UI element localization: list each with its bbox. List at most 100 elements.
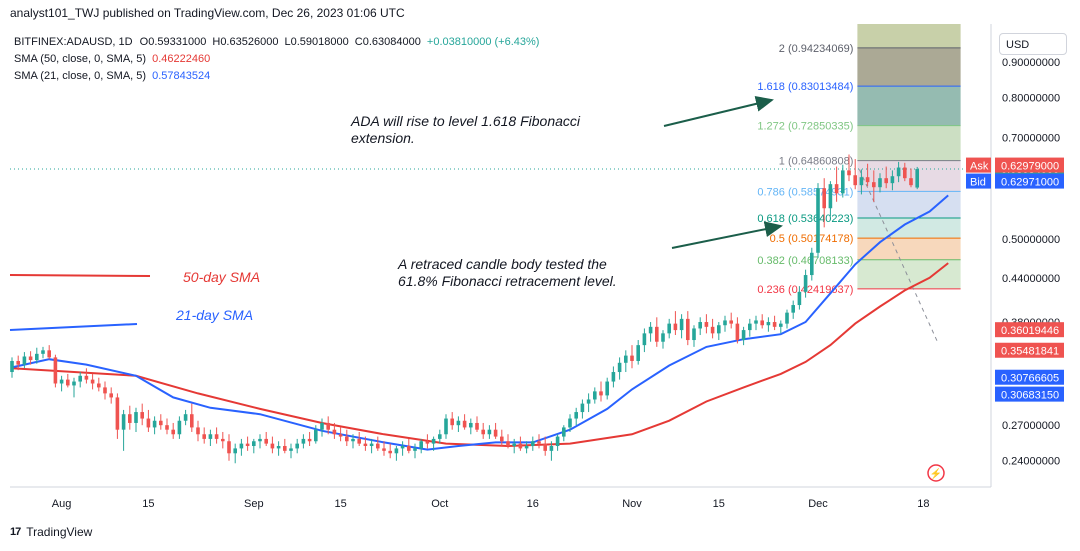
candle-body: [109, 393, 113, 398]
annotation-retrace-line1: A retraced candle body tested the: [397, 256, 607, 272]
fib-band-7: [857, 238, 961, 260]
price-tag-label-ask: Ask: [970, 161, 989, 173]
fib-band-8: [857, 259, 961, 289]
candle-body: [593, 391, 597, 400]
candle-body: [822, 188, 826, 209]
sma50-line: [11, 262, 949, 448]
publisher-header: analyst101_TWJ published on TradingView.…: [10, 6, 405, 20]
candle-body: [549, 446, 554, 451]
time-tick-5: 16: [527, 498, 539, 510]
candle-body: [655, 326, 659, 342]
candle-body: [276, 446, 281, 449]
candle-body: [320, 422, 324, 430]
sma50-legend[interactable]: SMA (50, close, 0, SMA, 5) 0.46222460: [14, 53, 210, 65]
fib-band-2: [857, 86, 961, 126]
candle-body: [369, 443, 374, 447]
candle-body: [469, 422, 473, 428]
candle-body: [624, 355, 628, 363]
price-tick-1: 0.80000000: [1002, 92, 1060, 104]
candle-body: [35, 353, 39, 361]
fib-level-label-2: 1.272 (0.72850335): [757, 121, 853, 133]
candle-body: [859, 177, 864, 186]
candle-body: [642, 333, 647, 346]
fib-level-label-5: 0.618 (0.53640223): [757, 213, 853, 225]
candle-body: [580, 403, 585, 413]
candle-body: [159, 420, 163, 426]
candle-body: [481, 429, 485, 435]
candle-body: [245, 443, 250, 447]
annotation-rise-line2: extension.: [351, 130, 415, 146]
symbol-name[interactable]: BITFINEX:ADAUSD, 1D: [14, 36, 133, 48]
time-tick-3: 15: [334, 498, 346, 510]
price-tag-box: [995, 342, 1064, 358]
change-value: +0.03810000 (+6.43%): [426, 36, 540, 48]
candle-body: [667, 323, 671, 334]
sma50-value: 0.46222460: [152, 53, 211, 65]
candle-body: [258, 438, 262, 442]
candle-body: [518, 443, 523, 449]
candle-body: [599, 391, 603, 396]
alert-circle-icon[interactable]: [927, 464, 945, 482]
candle-body: [735, 323, 740, 341]
candle-body: [803, 275, 808, 292]
candle-body: [636, 345, 640, 361]
candle-body: [419, 441, 423, 449]
candle-body: [140, 412, 144, 419]
candle-body: [896, 167, 901, 177]
candle-body: [307, 438, 312, 442]
candle-body: [47, 350, 51, 358]
time-tick-9: 18: [917, 498, 929, 510]
fib-level-label-4: 0.786 (0.58574931): [757, 186, 853, 198]
currency-selector[interactable]: USD: [999, 33, 1067, 55]
candle-body: [301, 438, 306, 444]
brand-footer[interactable]: 17 TradingView: [10, 525, 92, 539]
candle-body: [90, 379, 95, 384]
price-tag-bid: [966, 173, 991, 189]
time-tick-6: Nov: [622, 498, 642, 510]
candle-body: [611, 372, 616, 382]
candle-body: [196, 427, 200, 435]
annotation-sma21: 21-day SMA: [175, 307, 253, 323]
candle-body: [78, 375, 82, 382]
time-tick-0: Aug: [52, 498, 72, 510]
candle-body: [97, 383, 101, 388]
candle-body: [754, 320, 758, 324]
candle-body: [351, 438, 355, 442]
candle-body: [661, 333, 665, 342]
price-tag-box-ask: [995, 157, 1064, 173]
candle-body: [772, 322, 777, 327]
sma21-legend[interactable]: SMA (21, close, 0, SMA, 5) 0.57843524: [14, 70, 210, 82]
candle-body: [537, 441, 541, 444]
sma21-label: SMA (21, close, 0, SMA, 5): [14, 70, 147, 82]
candle-body: [710, 326, 715, 334]
candle-body: [252, 441, 256, 447]
candle-body: [605, 381, 609, 396]
candle-body: [834, 184, 839, 194]
candle-body: [723, 320, 727, 326]
candle-body: [444, 418, 448, 435]
candle-body: [221, 438, 225, 442]
candle-body: [531, 441, 535, 447]
candle-body: [146, 418, 151, 428]
candle-body: [853, 175, 857, 186]
candle-body: [233, 448, 237, 454]
candle-body: [103, 387, 107, 394]
candle-body: [810, 252, 814, 276]
candle-body: [698, 322, 702, 329]
candle-body: [152, 420, 157, 428]
candle-body: [289, 448, 293, 451]
price-tick-3: 0.50000000: [1002, 234, 1060, 246]
candle-body: [686, 318, 690, 341]
price-tick-7: 0.24000000: [1002, 456, 1060, 468]
fib-level-label-3: 1 (0.64860808): [779, 156, 854, 168]
candle-body: [115, 397, 120, 430]
candle-body: [177, 420, 182, 435]
candle-body: [22, 356, 27, 365]
candle-body: [456, 420, 461, 426]
candle-body: [847, 170, 851, 176]
price-tag-value-bid: 0.62971000: [1001, 177, 1059, 189]
price-tick-4: 0.44000000: [1002, 273, 1060, 285]
fib-band-0: [857, 24, 961, 48]
tradingview-logo-icon: 17: [10, 526, 21, 538]
